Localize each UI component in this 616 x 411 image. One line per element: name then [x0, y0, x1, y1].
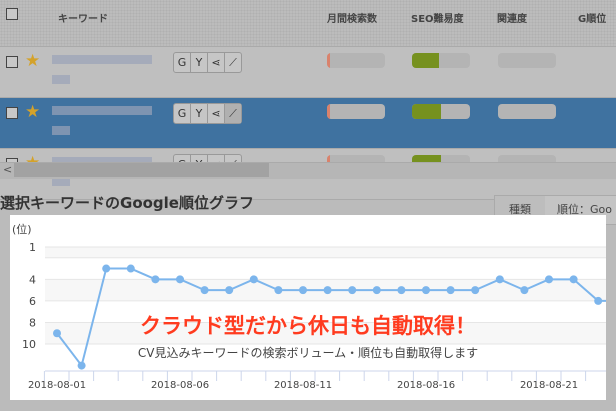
data-point	[249, 275, 258, 284]
star-icon[interactable]: ★	[25, 102, 41, 122]
data-point	[520, 286, 529, 295]
data-point	[151, 275, 160, 284]
y-tick-label: 4	[29, 273, 36, 286]
volume-bar	[327, 104, 385, 119]
data-point	[495, 275, 504, 284]
row-checkbox[interactable]	[6, 56, 18, 68]
difficulty-bar	[412, 104, 470, 119]
grid-band	[45, 247, 606, 258]
col-keyword[interactable]: キーワード	[58, 14, 108, 25]
y-tick-label: 8	[29, 316, 36, 329]
data-point	[225, 286, 234, 295]
data-point	[176, 275, 184, 284]
rank-line	[56, 267, 616, 367]
difficulty-bar	[412, 53, 470, 68]
data-point	[471, 286, 480, 295]
data-point	[323, 286, 332, 295]
data-point	[102, 264, 111, 273]
data-point	[422, 286, 430, 295]
relevance-bar	[498, 104, 556, 119]
data-point	[77, 361, 86, 370]
data-point	[274, 286, 283, 295]
grid-band	[45, 322, 606, 345]
yahoo-button[interactable]: Y	[191, 104, 208, 123]
share-icon[interactable]: ⋖	[208, 104, 225, 123]
section-title: 選択キーワードのGoogle順位グラフ	[0, 194, 254, 212]
x-tick-label: 2018-08-06	[151, 380, 209, 391]
volume-bar	[327, 53, 385, 68]
google-button[interactable]: G	[174, 104, 191, 123]
data-point	[53, 329, 61, 338]
keyword-text-2	[52, 126, 70, 135]
y-axis-label: (位)	[12, 222, 32, 236]
relevance-bar	[498, 53, 556, 68]
col-g-rank[interactable]: G順位	[578, 14, 607, 25]
keyword-text[interactable]	[52, 55, 152, 64]
keyword-text[interactable]	[52, 106, 152, 115]
x-tick-label: 2018-08-21	[520, 380, 578, 391]
keyword-text-2	[52, 177, 70, 186]
data-point	[372, 286, 381, 295]
col-volume[interactable]: 月間検索数	[327, 14, 377, 25]
y-tick-label: 1	[29, 241, 36, 254]
data-point	[397, 286, 406, 295]
yahoo-button[interactable]: Y	[191, 53, 208, 72]
x-tick-label: 2018-08-01	[28, 380, 86, 391]
star-icon[interactable]: ★	[25, 51, 41, 71]
data-point	[569, 275, 578, 284]
col-relevance[interactable]: 関連度	[497, 14, 527, 25]
chart-icon[interactable]: ⟋	[229, 56, 237, 69]
data-point	[446, 286, 455, 295]
table-row[interactable]: ★ G Y ⋖ ⟋	[0, 98, 616, 149]
data-point	[200, 286, 209, 295]
y-tick-label: 10	[22, 338, 36, 351]
chart-icon[interactable]: ⟋	[225, 104, 241, 123]
select-all-checkbox[interactable]	[6, 8, 18, 20]
rank-chart-svg: (位) 1 4 6 8 10 2018-08-01 2018-08-06 2018-08-11 2…	[12, 222, 616, 391]
data-point	[545, 275, 553, 284]
data-point	[594, 296, 603, 305]
headline: クラウド型だから休日も自動取得！	[140, 314, 476, 338]
table-row[interactable]: ★ G Y ⋖ ⟋	[0, 47, 616, 98]
data-point	[299, 286, 307, 295]
row-checkbox[interactable]	[6, 107, 18, 119]
x-tick-label: 2018-08-16	[397, 380, 455, 391]
subline: CV見込みキーワードの検索ボリューム・順位も自動取得します	[137, 346, 479, 360]
share-icon[interactable]: ⋖	[208, 53, 225, 72]
keyword-text[interactable]	[52, 157, 152, 166]
col-difficulty[interactable]: SEO難易度	[411, 14, 464, 25]
keyword-text-2	[52, 75, 70, 84]
y-tick-label: 6	[29, 295, 36, 308]
row-actions: G Y ⋖ ⟋	[173, 103, 242, 124]
data-point	[348, 286, 357, 295]
row-actions: G Y ⋖ ⟋	[173, 52, 242, 73]
table-header: キーワード 月間検索数 SEO難易度 関連度 G順位	[0, 0, 616, 47]
data-point	[126, 264, 135, 273]
x-tick-label: 2018-08-11	[274, 380, 332, 391]
scrollbar-thumb[interactable]	[14, 163, 269, 177]
rank-chart: (位) 1 4 6 8 10 2018-08-01 2018-08-06 2018-08-11 2…	[10, 215, 616, 400]
google-button[interactable]: G	[174, 53, 191, 72]
